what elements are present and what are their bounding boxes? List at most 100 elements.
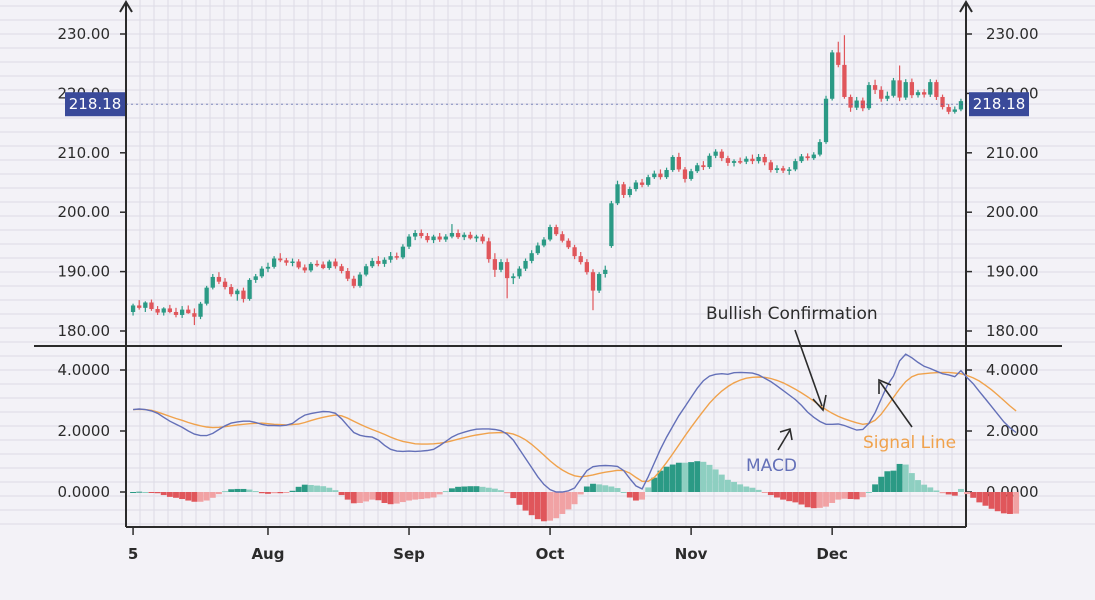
histogram-bar — [295, 486, 302, 492]
histogram-bar — [326, 487, 333, 492]
histogram-bar — [823, 492, 829, 507]
candle-down — [480, 236, 485, 242]
candle-up — [885, 95, 890, 99]
candle-up — [235, 290, 240, 295]
candle-up — [431, 236, 436, 241]
candle-up — [198, 303, 203, 317]
histogram-bar — [957, 488, 964, 492]
candle-down — [302, 267, 307, 271]
histogram-bar — [706, 464, 713, 492]
candle-up — [143, 302, 148, 308]
candle-down — [321, 264, 326, 269]
candle-up — [915, 92, 921, 96]
histogram-bar — [191, 492, 198, 502]
annotation-signal-line: Signal Line — [863, 433, 956, 453]
histogram-bar — [951, 492, 958, 496]
price-tick-label-right: 230.00 — [986, 25, 1039, 43]
histogram-bar — [859, 492, 866, 498]
histogram-bar — [688, 462, 695, 492]
histogram-bar — [418, 492, 425, 500]
candle-up — [627, 189, 632, 195]
histogram-bar — [675, 462, 682, 492]
candle-down — [621, 184, 626, 195]
histogram-bar — [240, 488, 247, 492]
histogram-bar — [283, 492, 290, 493]
histogram-bar — [430, 492, 437, 498]
candle-down — [186, 309, 191, 314]
histogram-bar — [234, 488, 241, 492]
candle-up — [664, 170, 669, 178]
candle-up — [535, 245, 540, 254]
candle-up — [327, 261, 332, 269]
histogram-bar — [215, 492, 222, 495]
candle-up — [609, 203, 614, 247]
histogram-bar — [902, 464, 909, 492]
candle-down — [554, 227, 559, 235]
histogram-bar — [645, 487, 652, 492]
candle-up — [523, 260, 528, 269]
histogram-bar — [669, 464, 676, 492]
histogram-bar — [792, 492, 799, 503]
histogram-bar — [774, 492, 780, 498]
candle-up — [290, 261, 295, 264]
candle-up — [529, 253, 534, 261]
candle-up — [646, 177, 651, 185]
histogram-bar — [510, 492, 517, 499]
histogram-bar — [847, 492, 854, 500]
candle-down — [351, 278, 356, 286]
histogram-bar — [872, 484, 879, 492]
histogram-bar — [976, 492, 983, 503]
candle-down — [842, 64, 847, 97]
right-axis-arrow-icon — [959, 0, 973, 13]
histogram-bar — [982, 492, 989, 506]
histogram-bar — [504, 492, 511, 494]
candle-down — [173, 311, 179, 315]
candle-down — [940, 96, 945, 108]
candle-up — [707, 155, 712, 168]
candle-down — [486, 241, 491, 260]
histogram-bar — [970, 492, 977, 498]
candle-up — [928, 82, 933, 95]
histogram-bar — [590, 483, 596, 492]
bullish-arrow-shaft — [794, 329, 823, 407]
candle-down — [278, 258, 283, 261]
histogram-bar — [142, 492, 149, 493]
histogram-bar — [393, 492, 400, 504]
candle-down — [738, 161, 743, 163]
histogram-bar — [915, 480, 921, 492]
candle-down — [934, 82, 939, 97]
candle-down — [314, 263, 320, 266]
candle-down — [872, 85, 878, 90]
macd-arrow-head-icon — [779, 427, 793, 441]
candle-down — [578, 256, 583, 263]
candle-down — [750, 158, 755, 162]
candle-up — [615, 184, 620, 204]
histogram-bar — [228, 489, 235, 492]
histogram-bar — [498, 490, 504, 492]
candles — [130, 35, 964, 326]
price-tick-label-left: 180.00 — [58, 322, 111, 340]
candle-down — [590, 272, 596, 291]
candle-down — [437, 236, 442, 240]
candle-up — [511, 276, 516, 279]
histogram-bar — [583, 486, 590, 492]
price-tag-right — [969, 92, 1029, 117]
histogram-bar — [964, 492, 971, 495]
candle-down — [216, 276, 222, 282]
candle-up — [259, 268, 264, 277]
candle-down — [658, 173, 663, 178]
histogram-bar — [332, 490, 339, 492]
candle-up — [253, 276, 258, 280]
candle-up — [179, 309, 185, 315]
x-tick-label: Nov — [675, 545, 708, 563]
candle-up — [370, 260, 375, 267]
price-tag-left-label: 218.18 — [69, 95, 122, 113]
histogram-bar — [829, 492, 836, 503]
histogram-bar — [136, 491, 143, 493]
candle-up — [866, 85, 872, 109]
candle-down — [376, 260, 381, 264]
histogram-bar — [571, 492, 578, 505]
histogram-bar — [467, 486, 474, 492]
price-tick-label-right: 200.00 — [986, 203, 1039, 221]
histogram-bar — [265, 492, 271, 494]
